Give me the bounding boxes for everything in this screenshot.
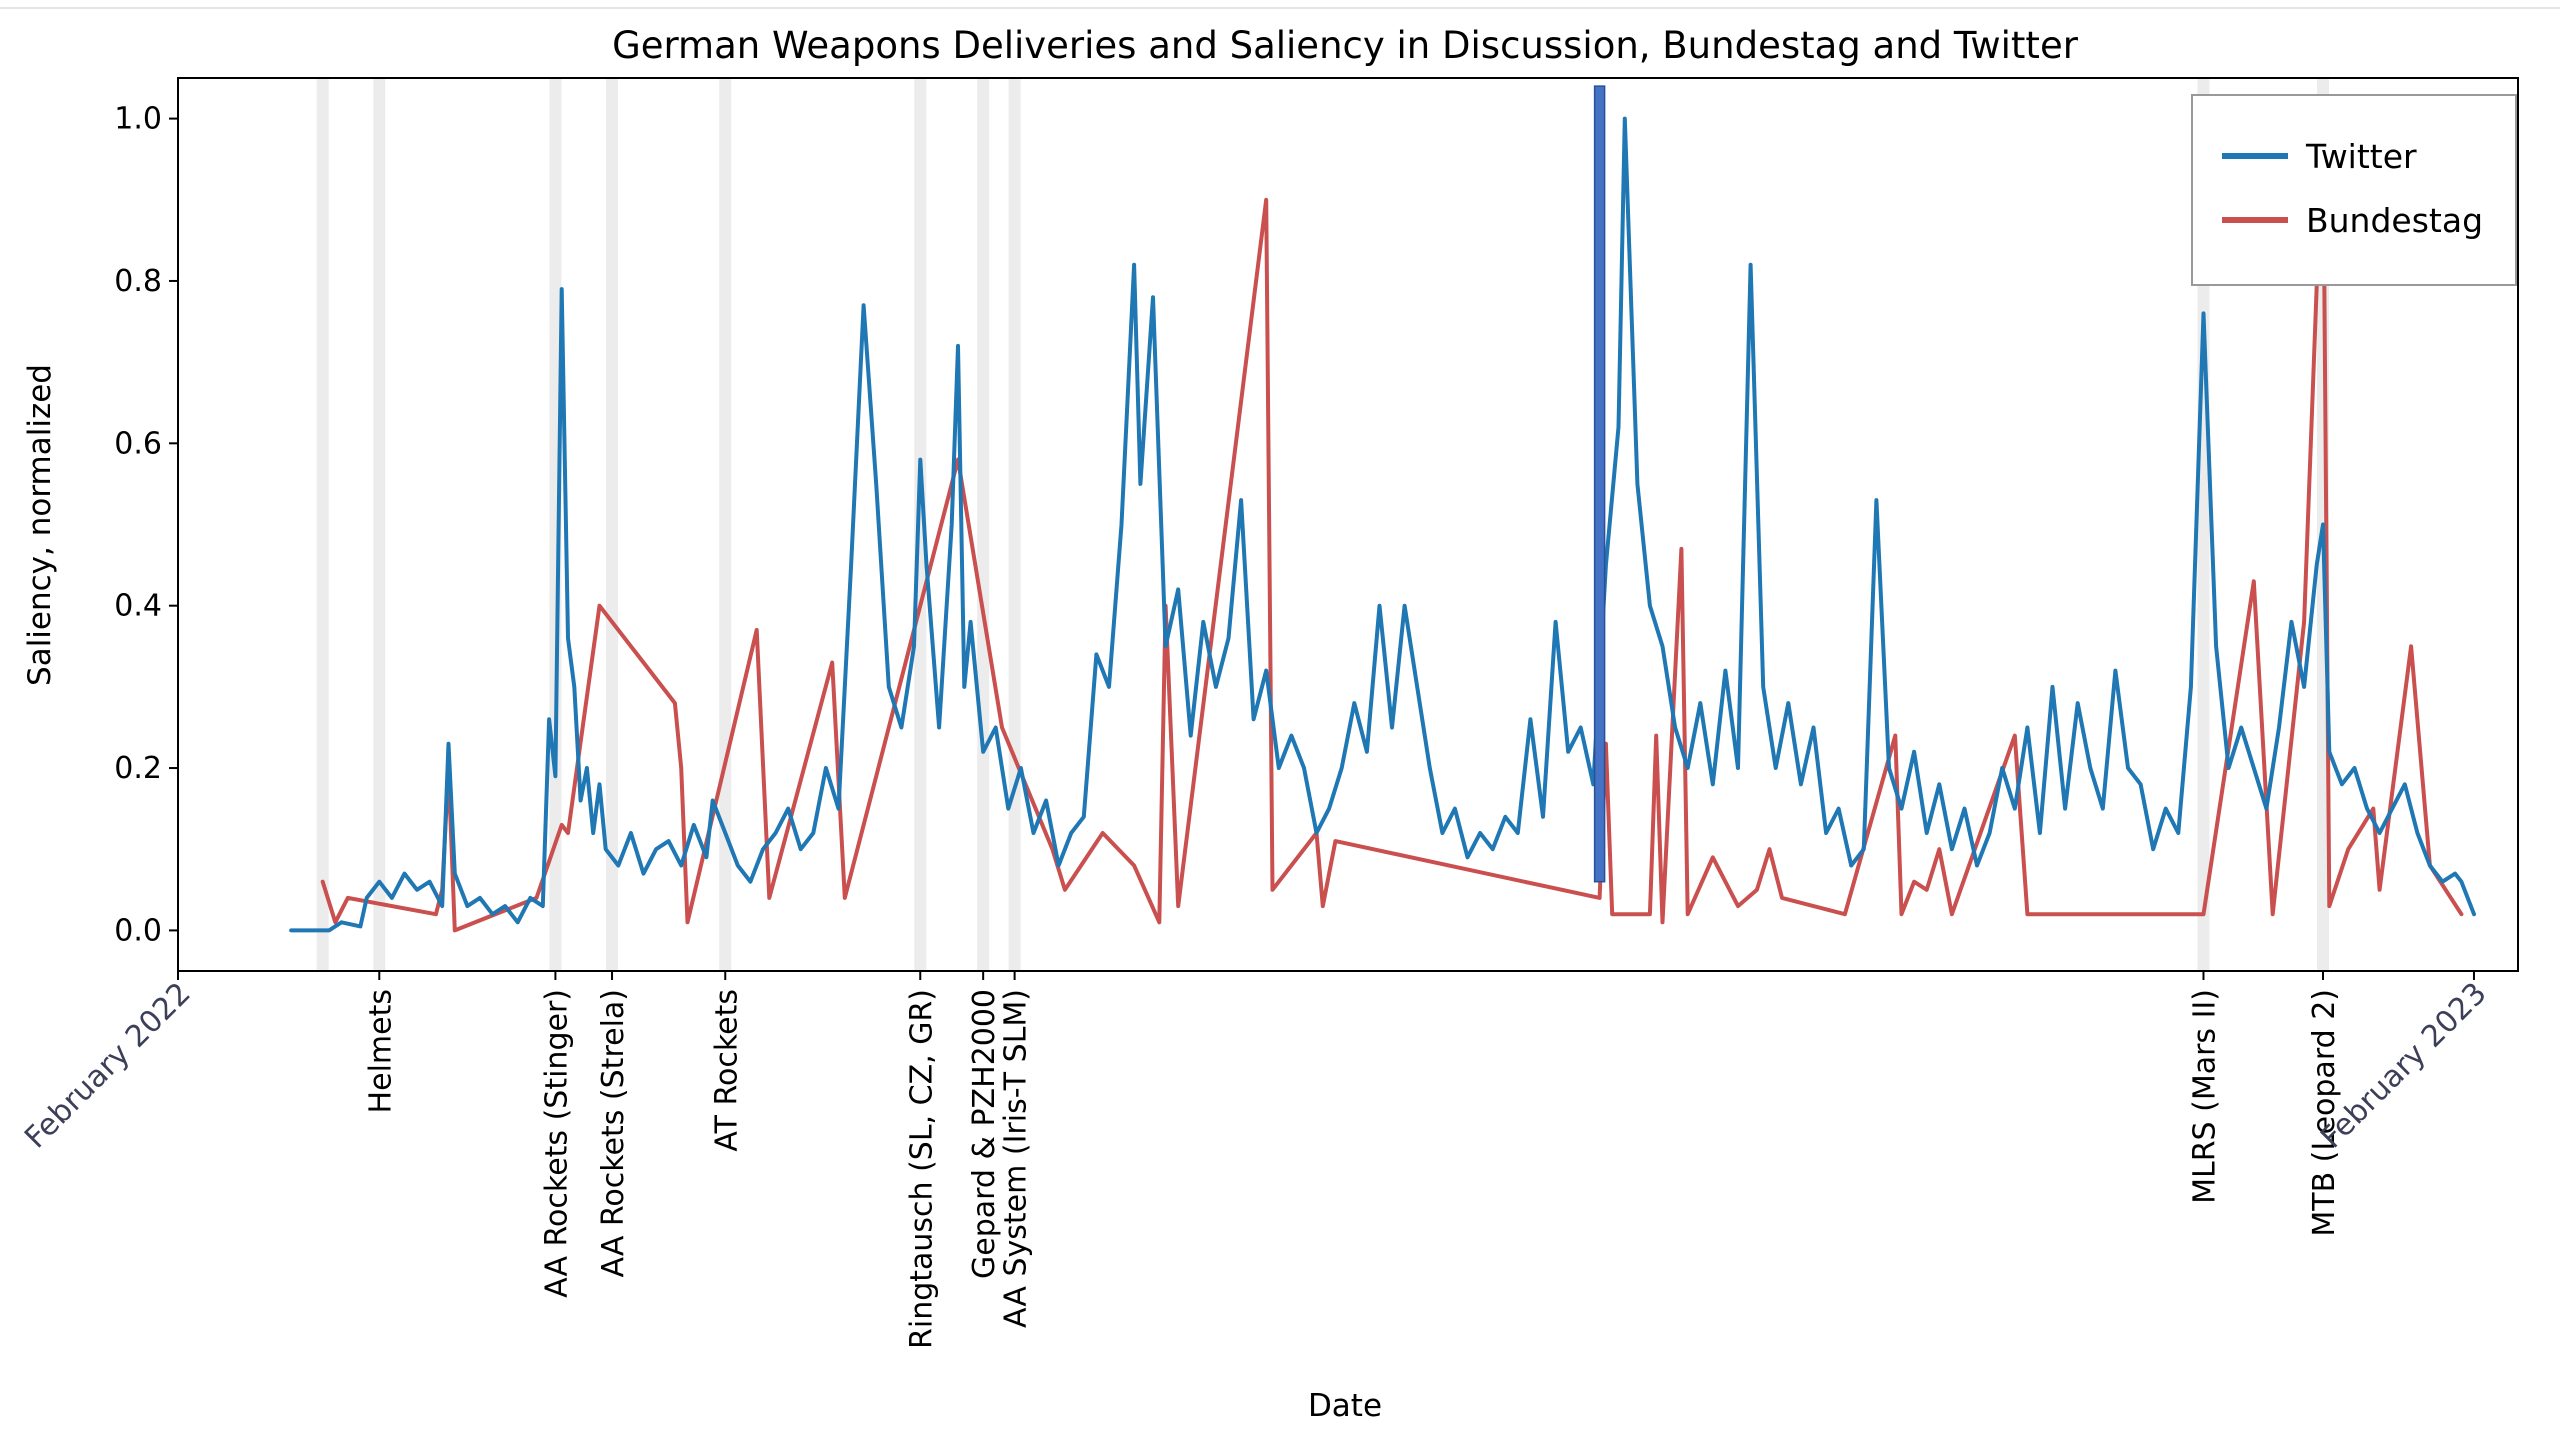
chart-title: German Weapons Deliveries and Saliency i… (612, 24, 2079, 67)
event-label-helmets: Helmets (363, 989, 398, 1113)
y-tick-label-1-0: 1.0 (114, 102, 162, 137)
event-label-aa-system-iris-t-slm: AA System (Iris-T SLM) (999, 989, 1034, 1328)
y-axis-title: Saliency, normalized (22, 364, 58, 686)
event-band-ringtausch-sl-cz-gr (914, 78, 927, 971)
y-axis: 0.0 0.2 0.4 0.6 0.8 1.0 (114, 102, 178, 948)
legend-box (2191, 94, 2517, 286)
y-tick-label-0-2: 0.2 (114, 751, 162, 786)
event-band-mlrs-mars-ii (2197, 78, 2210, 971)
event-label-at-rockets: AT Rockets (709, 989, 744, 1152)
event-label-mlrs-mars-ii: MLRS (Mars II) (2187, 989, 2222, 1204)
legend: Twitter Bundestag (2191, 94, 2517, 286)
y-tick-label-0-6: 0.6 (114, 426, 162, 461)
event-band-gepard-pzh2000 (977, 78, 990, 971)
event-band-aa-system-iris-t-slm (1008, 78, 1021, 971)
series-line-twitter (289, 116, 2476, 933)
plot-frame (177, 77, 2519, 972)
y-tick-label-0-4: 0.4 (114, 589, 162, 624)
y-tick-label-0-0: 0.0 (114, 913, 162, 948)
event-label-gepard-pzh2000: Gepard & PZH2000 (967, 989, 1002, 1279)
event-label-mtb-leopard-2: MTB (Leopard 2) (2307, 989, 2342, 1237)
highlight-bar (1593, 85, 1606, 883)
highlight-layer (1593, 85, 1606, 883)
event-bands (316, 78, 2329, 971)
event-label-aa-rockets-strela: AA Rockets (Strela) (596, 989, 631, 1278)
y-tick-label-0-8: 0.8 (114, 264, 162, 299)
legend-label-twitter: Twitter (2305, 137, 2417, 176)
event-band-helmets (373, 78, 386, 971)
event-label-ringtausch-sl-cz-gr: Ringtausch (SL, CZ, GR) (904, 989, 939, 1349)
event-band-aa-rockets-strela (606, 78, 619, 971)
event-band-unlabeled-0 (316, 78, 329, 971)
legend-label-bundestag: Bundestag (2306, 201, 2483, 240)
x-axis-title: Date (1308, 1388, 1382, 1424)
event-label-aa-rockets-stinger: AA Rockets (Stinger) (539, 989, 574, 1298)
